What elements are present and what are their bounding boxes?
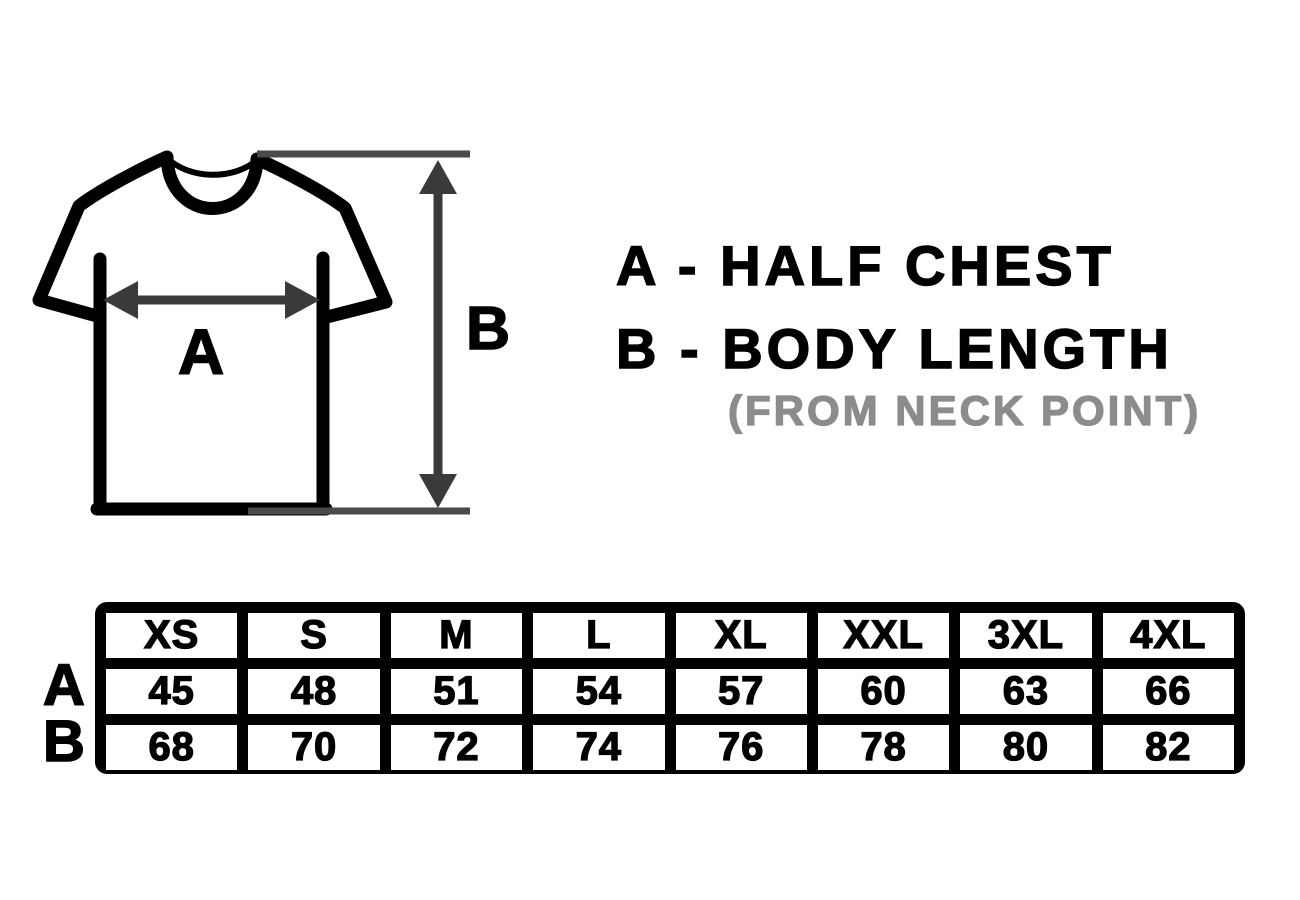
arrow-down-head xyxy=(419,474,457,508)
body-length-value-cell: 80 xyxy=(960,724,1092,770)
half-chest-value-cell: 66 xyxy=(1102,668,1234,714)
body-length-value-cell: 72 xyxy=(390,724,523,770)
half-chest-value-cell: 57 xyxy=(675,668,807,714)
tshirt-measurement-icon xyxy=(32,150,470,516)
body-length-value-cell: 74 xyxy=(533,724,665,770)
body-length-value-cell: 78 xyxy=(817,724,950,770)
size-header-cell: 4XL xyxy=(1102,612,1234,658)
tshirt-collar-inner xyxy=(164,155,260,178)
tshirt-right-sleeve xyxy=(250,152,393,324)
legend: A - HALF CHEST B - BODY LENGTH (FROM NEC… xyxy=(615,234,1202,434)
legend-neck-point-note: (FROM NECK POINT) xyxy=(727,387,1202,434)
table-row-label-b: B xyxy=(42,709,85,774)
tshirt-left-sleeve xyxy=(32,150,174,323)
arrow-right-head xyxy=(285,281,320,319)
arrow-left-head xyxy=(103,281,138,319)
size-header-cell: M xyxy=(390,612,523,658)
legend-half-chest: A - HALF CHEST xyxy=(615,234,1115,297)
body-length-value-cell: 76 xyxy=(675,724,807,770)
size-header-cell: XL xyxy=(675,612,807,658)
tshirt-collar-outer xyxy=(160,151,264,215)
size-header-cell: XXL xyxy=(817,612,950,658)
shirt-measure-label-b: B xyxy=(465,294,512,362)
size-table: XS S M L XL XXL 3XL 4XL 45 48 51 54 57 6… xyxy=(95,602,1245,774)
half-chest-value-cell: 63 xyxy=(960,668,1092,714)
tshirt-icon xyxy=(32,150,393,516)
body-length-value-cell: 68 xyxy=(106,724,238,770)
half-chest-value-cell: 54 xyxy=(533,668,665,714)
half-chest-value-cell: 45 xyxy=(106,668,238,714)
half-chest-value-cell: 51 xyxy=(390,668,523,714)
half-chest-value-cell: 60 xyxy=(817,668,950,714)
half-chest-value-cell: 48 xyxy=(248,668,380,714)
size-header-cell: S xyxy=(248,612,380,658)
body-length-value-cell: 70 xyxy=(248,724,380,770)
size-header-cell: XS xyxy=(106,612,238,658)
table-row-label-a: A xyxy=(42,653,85,718)
arrow-up-head xyxy=(419,160,457,194)
size-header-cell: L xyxy=(533,612,665,658)
half-chest-arrow xyxy=(103,281,320,319)
legend-body-length: B - BODY LENGTH xyxy=(615,317,1173,380)
body-length-value-cell: 82 xyxy=(1102,724,1234,770)
shirt-measure-label-a: A xyxy=(177,316,226,388)
reference-lines xyxy=(248,150,470,515)
size-header-cell: 3XL xyxy=(960,612,1092,658)
body-length-arrow xyxy=(419,160,457,508)
